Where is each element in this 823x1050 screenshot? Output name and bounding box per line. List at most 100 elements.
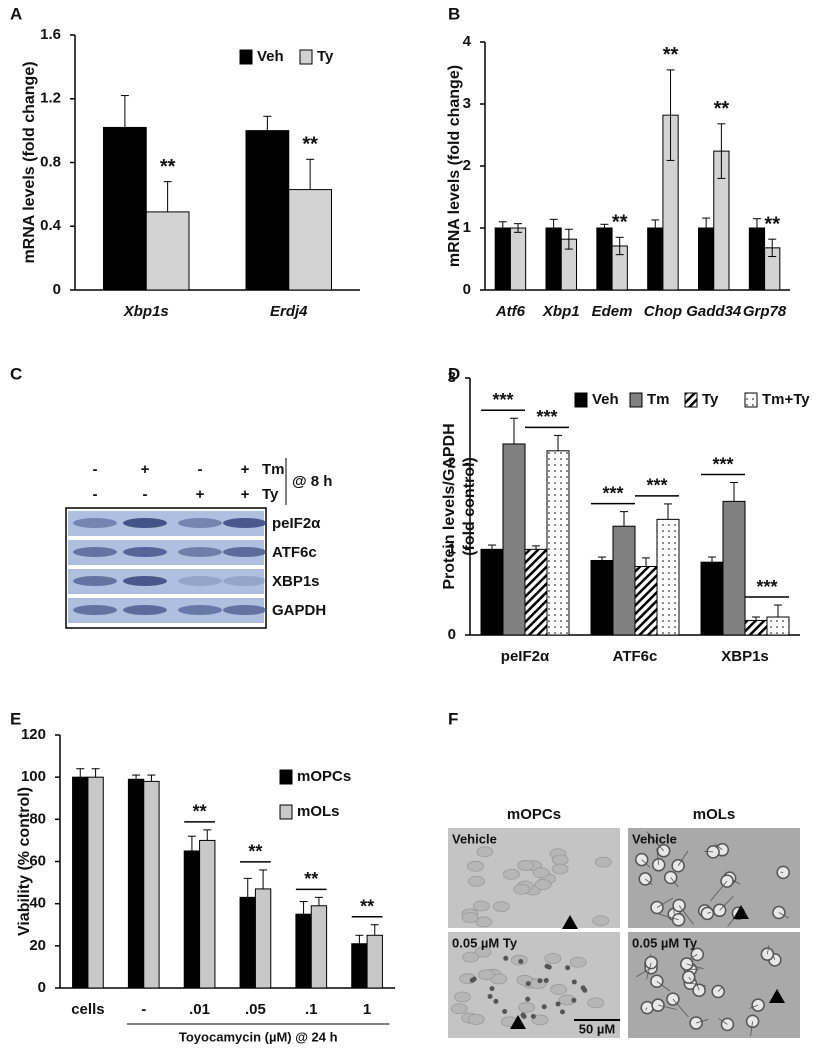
cell xyxy=(587,997,605,1009)
process xyxy=(695,1019,709,1024)
y-tick-label: 40 xyxy=(29,895,46,912)
treatment-name: Ty xyxy=(262,486,279,503)
error-bar xyxy=(259,869,268,889)
blot-band xyxy=(223,547,267,557)
row-label: Vehicle xyxy=(452,831,497,846)
bar xyxy=(590,559,614,636)
cell xyxy=(450,1003,468,1015)
x-tick-label: Xbp1 xyxy=(542,303,580,320)
y-tick-label: 2 xyxy=(448,455,456,472)
y-axis-label: (fold control) xyxy=(461,457,478,556)
legend-swatch xyxy=(239,49,253,65)
blot-band xyxy=(123,576,167,586)
error-bar xyxy=(664,503,672,520)
bar xyxy=(366,934,383,989)
process xyxy=(658,913,679,921)
x-tick-label: peIF2α xyxy=(501,648,550,665)
cell xyxy=(544,953,562,964)
process xyxy=(688,976,692,981)
legend-swatch xyxy=(279,769,293,785)
x-tick-label: Grp78 xyxy=(743,303,787,320)
dead-cell xyxy=(487,993,493,999)
bar xyxy=(656,518,680,636)
error-bar xyxy=(600,223,609,233)
process xyxy=(677,850,689,866)
legend-swatch xyxy=(279,804,293,820)
process xyxy=(670,877,679,888)
significance-label: ** xyxy=(248,842,262,862)
blot-band xyxy=(178,605,222,615)
y-tick-label: 120 xyxy=(21,726,46,743)
bar xyxy=(494,227,511,291)
dead-cell xyxy=(571,979,577,985)
y-tick-label: 60 xyxy=(29,852,46,869)
significance-label: ** xyxy=(764,213,780,235)
error-bar xyxy=(488,544,496,550)
cell xyxy=(462,951,479,963)
legend-label: Veh xyxy=(257,48,284,65)
error-bar xyxy=(666,69,675,161)
dead-cell xyxy=(525,981,531,987)
blot-band xyxy=(123,605,167,615)
arrowhead xyxy=(510,1015,526,1029)
blot-band xyxy=(223,576,267,586)
row-label: Vehicle xyxy=(632,831,677,846)
process xyxy=(644,878,653,886)
panel-label: A xyxy=(10,4,22,23)
significance-label: ** xyxy=(193,802,207,822)
y-tick-label: 0.8 xyxy=(40,153,61,170)
error-bar xyxy=(132,774,141,780)
row-label: 0.05 µM Ty xyxy=(632,935,698,950)
bar xyxy=(351,943,368,989)
significance-label: *** xyxy=(536,407,557,427)
cell xyxy=(475,916,493,928)
x-tick-label: .01 xyxy=(189,1001,210,1018)
error-bar xyxy=(306,158,315,190)
dead-cell xyxy=(530,1013,536,1019)
error-bar xyxy=(532,545,540,550)
blot-band xyxy=(73,547,117,557)
blot-band xyxy=(73,576,117,586)
process xyxy=(718,1018,728,1025)
x-tick-label: Gadd34 xyxy=(686,303,742,320)
bar xyxy=(647,227,664,291)
cell xyxy=(476,846,494,858)
cell xyxy=(513,883,531,895)
bar xyxy=(127,778,145,989)
process xyxy=(686,963,704,970)
legend-swatch xyxy=(629,392,643,408)
blot-band xyxy=(178,547,222,557)
process xyxy=(672,998,689,1018)
band-label: GAPDH xyxy=(272,602,326,619)
dead-cell xyxy=(518,959,524,965)
legend-label: Ty xyxy=(702,391,719,408)
bar xyxy=(199,839,216,989)
arrowhead xyxy=(733,905,749,919)
cell xyxy=(492,901,510,912)
y-tick-label: 100 xyxy=(21,768,46,785)
x-tick-label: - xyxy=(141,1001,146,1018)
cell xyxy=(517,860,535,871)
treatment-name: Tm xyxy=(262,461,285,478)
cell xyxy=(467,860,484,872)
process xyxy=(719,895,734,911)
significance-label: *** xyxy=(492,390,513,410)
cell xyxy=(534,879,552,890)
error-bar xyxy=(752,218,761,238)
x-tick-label: Erdj4 xyxy=(270,303,308,320)
y-tick-label: 1 xyxy=(448,540,456,557)
y-tick-label: 1 xyxy=(463,219,471,236)
process xyxy=(766,945,770,955)
legend-label: mOLs xyxy=(297,803,340,820)
y-tick-label: 80 xyxy=(29,810,46,827)
error-bar xyxy=(203,829,212,841)
error-bar xyxy=(554,434,562,451)
error-bar xyxy=(642,557,650,567)
bar xyxy=(72,776,89,989)
error-bar xyxy=(314,896,323,906)
dead-cell xyxy=(493,998,499,1004)
error-bar xyxy=(730,482,738,502)
panel-label: C xyxy=(10,364,22,383)
blot-band xyxy=(223,605,267,615)
process xyxy=(707,911,711,914)
